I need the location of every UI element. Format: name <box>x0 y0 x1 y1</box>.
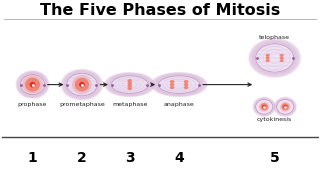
Ellipse shape <box>280 57 283 59</box>
Ellipse shape <box>128 85 131 87</box>
Ellipse shape <box>274 97 296 116</box>
Ellipse shape <box>30 82 35 87</box>
Ellipse shape <box>276 99 294 114</box>
Ellipse shape <box>66 73 98 97</box>
Ellipse shape <box>17 72 48 98</box>
Ellipse shape <box>266 57 269 59</box>
Text: 4: 4 <box>174 151 184 165</box>
Ellipse shape <box>110 75 149 94</box>
Ellipse shape <box>260 103 268 110</box>
Ellipse shape <box>256 99 273 114</box>
Ellipse shape <box>157 75 201 94</box>
Ellipse shape <box>185 84 188 86</box>
Ellipse shape <box>263 106 266 108</box>
Text: 3: 3 <box>125 151 134 165</box>
Text: telophase: telophase <box>259 35 290 40</box>
Ellipse shape <box>108 74 152 95</box>
Ellipse shape <box>275 98 296 116</box>
Text: anaphase: anaphase <box>164 102 195 107</box>
Ellipse shape <box>16 71 49 98</box>
Text: metaphase: metaphase <box>112 102 148 107</box>
Ellipse shape <box>254 98 275 116</box>
Ellipse shape <box>20 75 45 95</box>
Ellipse shape <box>185 87 188 89</box>
Text: prometaphase: prometaphase <box>59 102 105 107</box>
Ellipse shape <box>72 75 92 94</box>
Ellipse shape <box>26 78 39 91</box>
Ellipse shape <box>67 73 97 96</box>
Ellipse shape <box>23 76 42 93</box>
Ellipse shape <box>281 103 290 111</box>
Ellipse shape <box>73 76 91 93</box>
Ellipse shape <box>282 103 289 110</box>
Ellipse shape <box>65 72 100 97</box>
Ellipse shape <box>76 79 88 91</box>
Text: cytokinesis: cytokinesis <box>257 117 292 122</box>
Ellipse shape <box>261 104 267 110</box>
Ellipse shape <box>266 54 269 56</box>
Text: 2: 2 <box>77 151 87 165</box>
Ellipse shape <box>259 102 269 111</box>
Ellipse shape <box>111 76 148 93</box>
Ellipse shape <box>171 84 174 86</box>
Ellipse shape <box>19 73 46 96</box>
Ellipse shape <box>25 77 40 92</box>
Ellipse shape <box>276 99 294 115</box>
Ellipse shape <box>280 102 290 111</box>
Ellipse shape <box>185 81 188 83</box>
Text: 1: 1 <box>28 151 37 165</box>
Ellipse shape <box>128 82 131 84</box>
Ellipse shape <box>20 74 45 95</box>
Ellipse shape <box>171 81 174 83</box>
Ellipse shape <box>154 74 204 95</box>
Ellipse shape <box>22 75 43 94</box>
Ellipse shape <box>75 78 90 92</box>
Ellipse shape <box>18 72 47 97</box>
Text: The Five Phases of Mitosis: The Five Phases of Mitosis <box>40 3 280 17</box>
Ellipse shape <box>61 69 103 100</box>
Ellipse shape <box>280 54 283 56</box>
Ellipse shape <box>158 76 200 93</box>
Text: 5: 5 <box>270 151 280 165</box>
Ellipse shape <box>106 73 153 96</box>
Ellipse shape <box>249 39 300 77</box>
Ellipse shape <box>63 71 100 98</box>
Ellipse shape <box>253 97 275 116</box>
Ellipse shape <box>254 98 274 115</box>
Ellipse shape <box>276 98 295 115</box>
Ellipse shape <box>128 80 131 82</box>
Ellipse shape <box>105 73 155 97</box>
Ellipse shape <box>256 44 294 72</box>
Ellipse shape <box>284 106 286 108</box>
Ellipse shape <box>151 73 207 97</box>
Ellipse shape <box>280 60 283 62</box>
Ellipse shape <box>80 82 84 87</box>
Ellipse shape <box>128 87 131 89</box>
Ellipse shape <box>266 60 269 62</box>
Ellipse shape <box>255 99 273 115</box>
Ellipse shape <box>252 41 298 75</box>
Ellipse shape <box>260 103 268 111</box>
Ellipse shape <box>250 40 299 76</box>
Ellipse shape <box>62 70 101 99</box>
Ellipse shape <box>153 73 206 96</box>
Text: prophase: prophase <box>18 102 47 107</box>
Ellipse shape <box>254 43 295 73</box>
Ellipse shape <box>282 104 288 110</box>
Ellipse shape <box>171 87 174 89</box>
Ellipse shape <box>156 75 203 95</box>
Ellipse shape <box>253 42 297 74</box>
Ellipse shape <box>109 75 151 95</box>
